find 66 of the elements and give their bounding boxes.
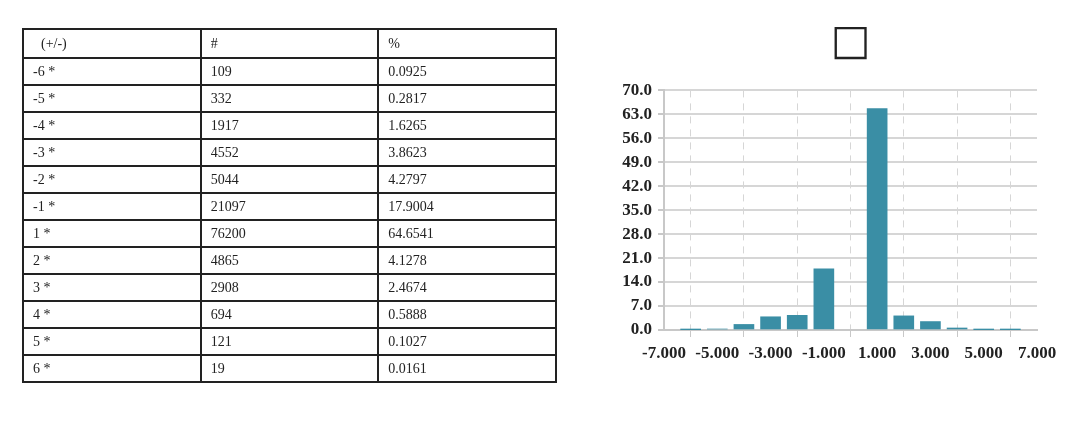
y-tick-label: 63.0 [622, 103, 652, 123]
data-label: 64.6541 [378, 220, 556, 247]
category-label: -3 * [23, 139, 201, 166]
y-tick-label: 7.0 [630, 295, 652, 315]
data-label: 332 [200, 85, 379, 112]
data-label: 21097 [200, 193, 379, 220]
x-tick-label: -5.000 [695, 342, 740, 362]
category-label: 6 * [23, 355, 201, 382]
data-label: 4552 [200, 139, 379, 166]
x-tick-label: 1.000 [858, 342, 897, 362]
category-label: -4 * [23, 112, 201, 139]
category-label: -2 * [23, 166, 201, 193]
bar [920, 321, 941, 330]
category-label: -1 * [23, 193, 201, 220]
y-tick-label: 70.0 [622, 79, 652, 99]
y-tick-label: 56.0 [622, 127, 652, 147]
x-tick-label: -7.000 [642, 342, 686, 362]
x-tick-label: -1.000 [801, 342, 846, 362]
category-label: 5 * [23, 328, 201, 355]
y-tick-label: 28.0 [622, 223, 652, 243]
category-label: -5 * [23, 85, 201, 112]
bar [760, 316, 781, 330]
data-label: 2.4674 [378, 274, 556, 301]
data-label: 17.9004 [378, 193, 556, 220]
category-label: -6 * [23, 58, 201, 85]
data-label: 4865 [200, 247, 379, 274]
y-tick-label: 35.0 [622, 199, 652, 219]
y-tick-label: 14.0 [622, 271, 652, 291]
data-label: 694 [200, 301, 379, 328]
category-label: 3 * [23, 274, 201, 301]
data-label: 1917 [200, 112, 379, 139]
y-tick-label: 42.0 [622, 175, 652, 195]
y-tick-label: 21.0 [622, 247, 652, 267]
category-label: 4 * [23, 301, 201, 328]
text: % [378, 29, 556, 58]
bar [893, 315, 915, 330]
data-label: 3.8623 [378, 139, 556, 166]
category-label: 2 * [23, 247, 201, 274]
text: (+/-) [23, 29, 201, 58]
bar [866, 108, 888, 330]
text: # [200, 29, 379, 58]
data-label: 0.5888 [378, 301, 556, 328]
data-label: 19 [200, 355, 379, 382]
data-label: 2908 [200, 274, 379, 301]
x-tick-label: -3.000 [748, 342, 793, 362]
chart-title: □ [830, 15, 871, 65]
data-label: 4.1278 [378, 247, 556, 274]
data-label: 0.0161 [378, 355, 556, 382]
data-label: 0.2817 [378, 85, 556, 112]
y-tick-label: 0.0 [630, 319, 652, 339]
x-tick-label: 5.000 [964, 342, 1003, 362]
data-label: 76200 [200, 220, 379, 247]
bar [813, 268, 835, 330]
data-label: 4.2797 [378, 166, 556, 193]
category-label: 1 * [23, 220, 201, 247]
y-tick-label: 49.0 [622, 151, 652, 171]
data-label: 0.1027 [378, 328, 556, 355]
data-label: 1.6265 [378, 112, 556, 139]
data-label: 0.0925 [378, 58, 556, 85]
bar [786, 315, 808, 330]
bar [733, 324, 755, 330]
data-label: 121 [200, 328, 379, 355]
x-tick-label: 7.000 [1017, 342, 1057, 362]
data-label: 109 [200, 58, 379, 85]
data-label: 5044 [200, 166, 379, 193]
x-tick-label: 3.000 [911, 342, 950, 362]
